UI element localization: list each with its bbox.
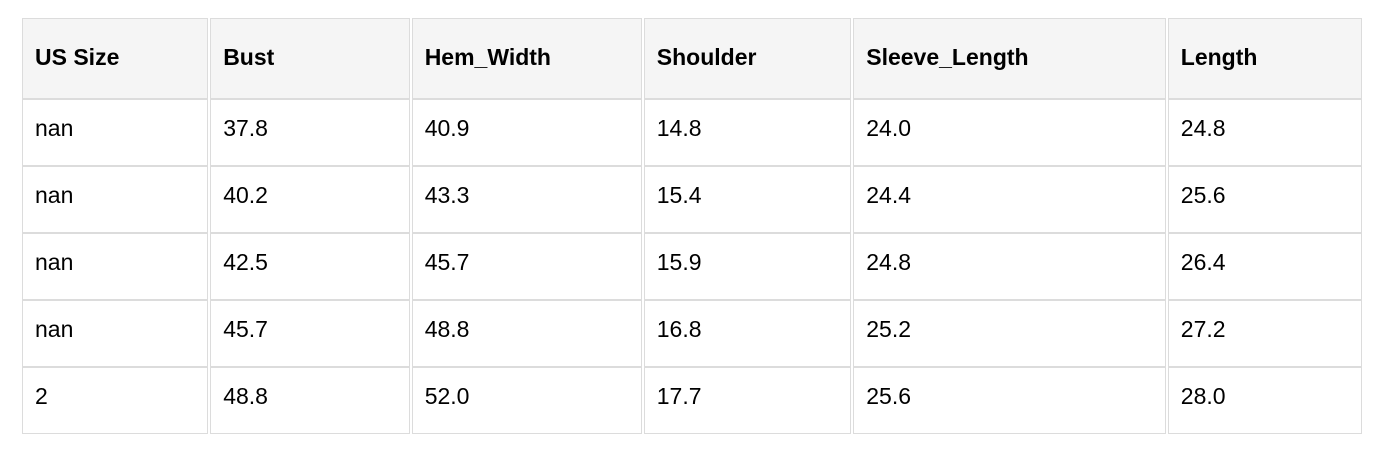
- table-row: nan 45.7 48.8 16.8 25.2 27.2: [22, 300, 1362, 367]
- table-cell: 25.6: [1167, 166, 1362, 233]
- column-header-hem-width: Hem_Width: [411, 18, 642, 99]
- table-cell: 24.0: [853, 99, 1166, 166]
- table-row: nan 42.5 45.7 15.9 24.8 26.4: [22, 233, 1362, 300]
- table-cell: 48.8: [411, 300, 642, 367]
- table-cell: nan: [22, 99, 209, 166]
- table-cell: 37.8: [210, 99, 410, 166]
- table-cell: 15.4: [643, 166, 852, 233]
- column-header-us-size: US Size: [22, 18, 209, 99]
- table-cell: 52.0: [411, 367, 642, 434]
- table-cell: 24.8: [1167, 99, 1362, 166]
- table-cell: 43.3: [411, 166, 642, 233]
- table-cell: 14.8: [643, 99, 852, 166]
- column-header-shoulder: Shoulder: [643, 18, 852, 99]
- table-cell: 27.2: [1167, 300, 1362, 367]
- table-header: US Size Bust Hem_Width Shoulder Sleeve_L…: [22, 18, 1362, 99]
- table-cell: 2: [22, 367, 209, 434]
- table-cell: 24.8: [853, 233, 1166, 300]
- table-cell: 40.9: [411, 99, 642, 166]
- table-cell: 48.8: [210, 367, 410, 434]
- table-cell: 15.9: [643, 233, 852, 300]
- header-row: US Size Bust Hem_Width Shoulder Sleeve_L…: [22, 18, 1362, 99]
- table-cell: 42.5: [210, 233, 410, 300]
- table-cell: 16.8: [643, 300, 852, 367]
- table-cell: 45.7: [411, 233, 642, 300]
- table-cell: 26.4: [1167, 233, 1362, 300]
- table-row: nan 40.2 43.3 15.4 24.4 25.6: [22, 166, 1362, 233]
- column-header-sleeve-length: Sleeve_Length: [853, 18, 1166, 99]
- table-row: nan 37.8 40.9 14.8 24.0 24.8: [22, 99, 1362, 166]
- table-cell: 24.4: [853, 166, 1166, 233]
- size-chart-table: US Size Bust Hem_Width Shoulder Sleeve_L…: [20, 18, 1364, 434]
- table-cell: 40.2: [210, 166, 410, 233]
- table-cell: nan: [22, 166, 209, 233]
- table-cell: nan: [22, 233, 209, 300]
- table-row: 2 48.8 52.0 17.7 25.6 28.0: [22, 367, 1362, 434]
- table-cell: 25.2: [853, 300, 1166, 367]
- table-cell: 28.0: [1167, 367, 1362, 434]
- table-cell: 17.7: [643, 367, 852, 434]
- table-cell: nan: [22, 300, 209, 367]
- column-header-length: Length: [1167, 18, 1362, 99]
- table-cell: 45.7: [210, 300, 410, 367]
- table-cell: 25.6: [853, 367, 1166, 434]
- column-header-bust: Bust: [210, 18, 410, 99]
- table-body: nan 37.8 40.9 14.8 24.0 24.8 nan 40.2 43…: [22, 99, 1362, 434]
